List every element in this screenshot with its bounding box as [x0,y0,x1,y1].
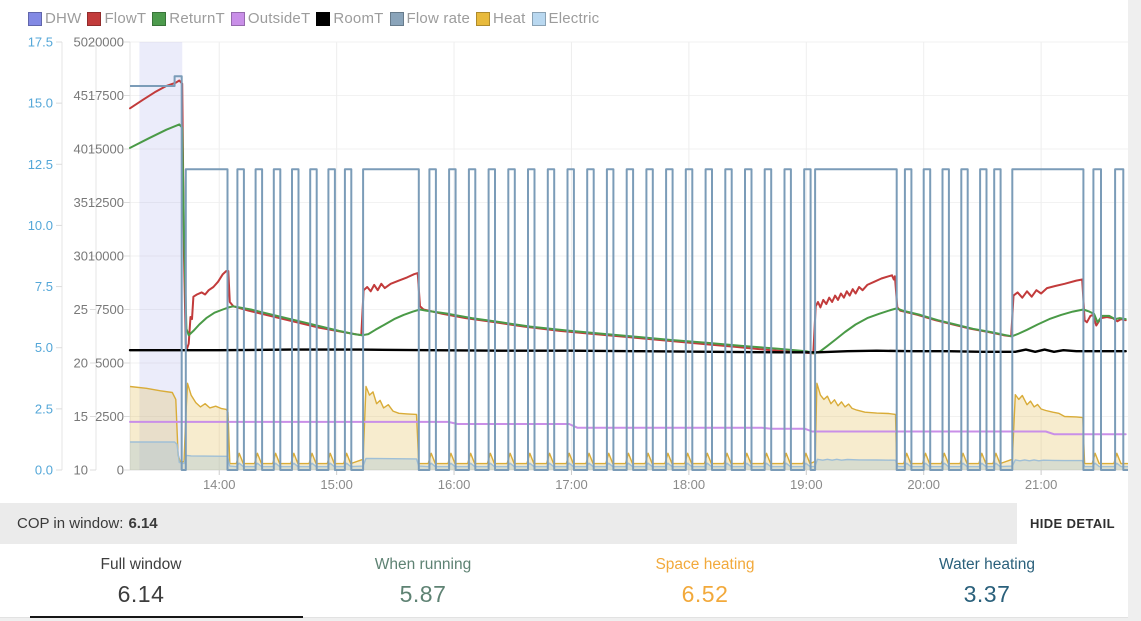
stat-value: 3.37 [963,580,1011,607]
stat-value: 6.14 [117,580,165,607]
svg-text:17500: 17500 [88,88,124,103]
svg-text:45: 45 [74,88,88,103]
svg-text:10000: 10000 [88,249,124,264]
svg-text:15.0: 15.0 [28,96,53,111]
cop-in-window: COP in window: 6.14 [0,503,1017,544]
svg-text:0: 0 [117,463,124,478]
cop-window-label: COP in window: [17,515,124,532]
svg-text:15: 15 [74,409,88,424]
svg-text:40: 40 [74,142,88,157]
cop-stats-tabs: Full window 6.14 When running 5.87 Space… [0,544,1128,618]
legend-swatch [476,11,491,26]
legend-item-electric[interactable]: Electric [531,10,600,27]
svg-text:50: 50 [74,35,88,50]
hide-detail-button[interactable]: HIDE DETAIL [1017,503,1128,544]
svg-text:21:00: 21:00 [1025,477,1058,492]
svg-text:0.0: 0.0 [35,463,53,478]
svg-text:12500: 12500 [88,195,124,210]
stat-label: Full window [100,555,182,573]
legend-label: DHW [45,10,82,27]
legend-item-heat[interactable]: Heat [476,10,526,27]
svg-text:5000: 5000 [95,356,124,371]
svg-text:20: 20 [74,356,88,371]
svg-text:16:00: 16:00 [438,477,471,492]
stat-value: 6.52 [681,580,729,607]
svg-text:17.5: 17.5 [28,35,53,50]
legend-label: Heat [493,10,526,27]
svg-text:15:00: 15:00 [320,477,353,492]
stat-value: 5.87 [399,580,447,607]
series-roomt-line [128,348,1127,354]
svg-text:7.5: 7.5 [35,279,53,294]
legend-swatch [87,11,102,26]
tab-water-heating[interactable]: Water heating 3.37 [846,544,1128,617]
svg-text:20000: 20000 [88,35,124,50]
svg-text:17:00: 17:00 [555,477,588,492]
active-tab-indicator [30,616,303,618]
tab-full-window[interactable]: Full window 6.14 [0,544,282,617]
svg-text:2500: 2500 [95,409,124,424]
legend-label: Electric [548,10,600,27]
y-axes: 17.5 15.0 12.5 10.0 7.5 5.0 2.5 0.0 50 45 40 35 30 25… [28,35,131,478]
legend-item-outsidet[interactable]: OutsideT [230,10,311,27]
stat-label: Water heating [939,555,1035,573]
stat-label: Space heating [655,555,755,573]
tab-space-heating[interactable]: Space heating 6.52 [564,544,846,617]
svg-text:14:00: 14:00 [203,477,236,492]
svg-text:35: 35 [74,195,88,210]
chart-gridlines [130,41,1128,471]
svg-text:25: 25 [74,302,88,317]
svg-text:19:00: 19:00 [790,477,823,492]
legend-label: ReturnT [169,10,225,27]
x-axis: 14:00 15:00 16:00 17:00 18:00 19:00 20:00 21:00 [203,470,1057,492]
legend-swatch [230,11,245,26]
svg-text:2.5: 2.5 [35,401,53,416]
legend-swatch [152,11,167,26]
legend-item-flowt[interactable]: FlowT [87,10,146,27]
svg-text:18:00: 18:00 [673,477,706,492]
legend-swatch [389,11,404,26]
svg-text:7500: 7500 [95,302,124,317]
legend-item-returnt[interactable]: ReturnT [152,10,225,27]
legend-label: OutsideT [247,10,311,27]
legend-label: RoomT [333,10,384,27]
stat-label: When running [374,555,472,573]
svg-text:10: 10 [74,463,88,478]
legend-label: Flow rate [406,10,471,27]
legend-item-flow-rate[interactable]: Flow rate [389,10,471,27]
svg-text:12.5: 12.5 [28,157,53,172]
legend-swatch [316,11,331,26]
svg-text:10.0: 10.0 [28,218,53,233]
svg-text:20:00: 20:00 [907,477,940,492]
tab-when-running[interactable]: When running 5.87 [282,544,564,617]
svg-text:5.0: 5.0 [35,340,53,355]
heatpump-chart[interactable]: 17.5 15.0 12.5 10.0 7.5 5.0 2.5 0.0 50 45 40 35 30 25… [0,0,1128,500]
series-flow-rate-line [130,75,1128,471]
cop-window-value: 6.14 [128,515,158,532]
legend-swatch [28,11,42,26]
legend-item-roomt[interactable]: RoomT [316,10,383,27]
legend-swatch [531,11,546,26]
svg-text:30: 30 [74,249,88,264]
cop-summary-bar: COP in window: 6.14 HIDE DETAIL [0,503,1128,544]
legend-item-dhw[interactable]: DHW [28,10,81,27]
chart-legend: DHW FlowT ReturnT OutsideT RoomT Flow rate Hea… [28,10,605,27]
legend-label: FlowT [104,10,147,27]
svg-text:15000: 15000 [88,142,124,157]
